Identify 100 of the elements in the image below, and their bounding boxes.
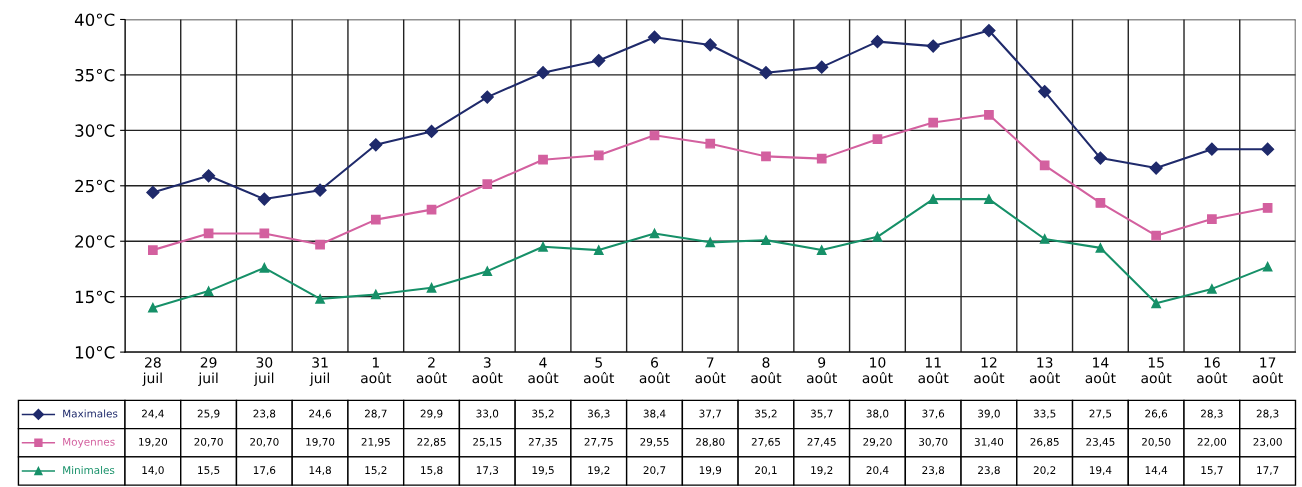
x-tick-label: 2 août	[416, 357, 447, 384]
x-tick-label: 14 août	[1085, 357, 1116, 384]
data-label: 29,20	[863, 437, 892, 447]
point	[593, 245, 604, 255]
point	[1151, 230, 1162, 241]
point	[482, 266, 493, 277]
x-tick-label: 13 août	[1029, 357, 1060, 384]
point	[538, 241, 548, 252]
data-label: 21,95	[361, 437, 390, 447]
point	[928, 194, 939, 204]
point	[1095, 243, 1106, 253]
point	[761, 235, 771, 245]
point	[1262, 203, 1273, 213]
y-tick-label: 15°C	[75, 290, 115, 304]
data-label: 24,4	[142, 409, 164, 419]
data-label: 33,5	[1033, 409, 1056, 419]
x-tick-label: 5 août	[583, 357, 615, 384]
data-label: 19,9	[699, 466, 722, 476]
data-label: 23,45	[1086, 437, 1115, 447]
x-tick-label: 9 août	[806, 357, 838, 384]
point	[1093, 151, 1107, 165]
data-label: 17,3	[476, 466, 499, 476]
data-label: 27,65	[751, 437, 780, 447]
point	[1149, 161, 1163, 175]
data-label: 27,45	[807, 437, 836, 447]
data-label: 37,6	[922, 409, 945, 419]
data-label: 29,55	[640, 437, 669, 447]
data-label: 14,8	[309, 466, 331, 476]
data-label: 29,9	[420, 409, 443, 419]
point	[703, 38, 717, 52]
y-tick-label: 25°C	[75, 179, 115, 193]
data-label: 35,2	[755, 409, 777, 419]
point	[761, 151, 771, 162]
legend-label: Moyennes	[63, 438, 115, 448]
point	[815, 60, 829, 74]
data-label: 36,3	[587, 409, 610, 419]
x-tick-label: 30 juil	[253, 357, 274, 386]
data-label: 27,5	[1089, 409, 1112, 419]
data-label: 35,7	[810, 409, 833, 419]
data-label: 28,7	[364, 409, 387, 419]
point	[593, 150, 604, 161]
legend-label: Maximales	[63, 409, 118, 418]
x-tick-label: 12 août	[974, 357, 1005, 384]
data-label: 33,0	[476, 409, 499, 419]
point	[705, 237, 716, 248]
data-label: 38,4	[643, 409, 666, 419]
x-tick-label: 15 août	[1141, 357, 1172, 384]
point	[1039, 160, 1050, 171]
data-label: 25,9	[197, 409, 220, 419]
point	[1207, 214, 1217, 224]
point	[1207, 284, 1217, 294]
y-tick-label: 40°C	[74, 13, 115, 27]
point	[1095, 198, 1106, 208]
point	[1261, 142, 1275, 156]
x-tick-label: 4 août	[528, 357, 559, 384]
data-label: 15,8	[421, 466, 443, 476]
point	[480, 90, 494, 104]
data-label: 19,4	[1089, 466, 1112, 476]
data-label: 28,3	[1256, 409, 1279, 419]
data-label: 19,5	[532, 466, 554, 476]
point	[424, 124, 439, 139]
x-tick-label: 10 août	[862, 357, 893, 384]
point	[984, 109, 994, 120]
data-label: 19,20	[139, 437, 168, 447]
data-label: 30,70	[919, 437, 948, 447]
point	[1205, 142, 1219, 156]
data-label: 17,7	[1257, 466, 1279, 476]
data-label: 14,0	[142, 466, 164, 476]
x-tick-label: 11 août	[918, 357, 949, 384]
data-label: 15,2	[365, 466, 387, 476]
point	[816, 153, 827, 164]
data-label: 14,4	[1145, 466, 1168, 476]
point	[872, 231, 883, 242]
point	[1038, 84, 1052, 99]
data-label: 19,2	[588, 466, 610, 476]
data-label: 38,0	[866, 409, 889, 419]
point	[1262, 261, 1273, 272]
data-label: 17,6	[253, 466, 276, 476]
data-label: 20,70	[250, 437, 279, 447]
x-tick-label: 28 juil	[142, 357, 162, 386]
point	[313, 183, 327, 197]
point	[147, 302, 158, 313]
data-label: 23,8	[922, 466, 945, 476]
point	[705, 138, 716, 149]
legend-label: Minimales	[63, 465, 115, 475]
data-label: 19,70	[306, 437, 335, 447]
data-label: 39,0	[978, 409, 1000, 419]
data-label: 26,85	[1030, 437, 1059, 447]
data-label: 26,6	[1145, 409, 1168, 419]
point	[759, 66, 773, 80]
point	[816, 245, 827, 255]
data-label: 22,85	[417, 437, 446, 447]
x-tick-label: 29 juil	[198, 357, 218, 386]
point	[147, 245, 158, 255]
data-label: 20,7	[643, 466, 666, 476]
data-label: 35,2	[532, 409, 554, 419]
point	[984, 194, 994, 204]
data-label: 37,7	[699, 409, 721, 419]
data-label: 28,80	[696, 437, 725, 447]
x-tick-label: 6 août	[639, 357, 670, 384]
